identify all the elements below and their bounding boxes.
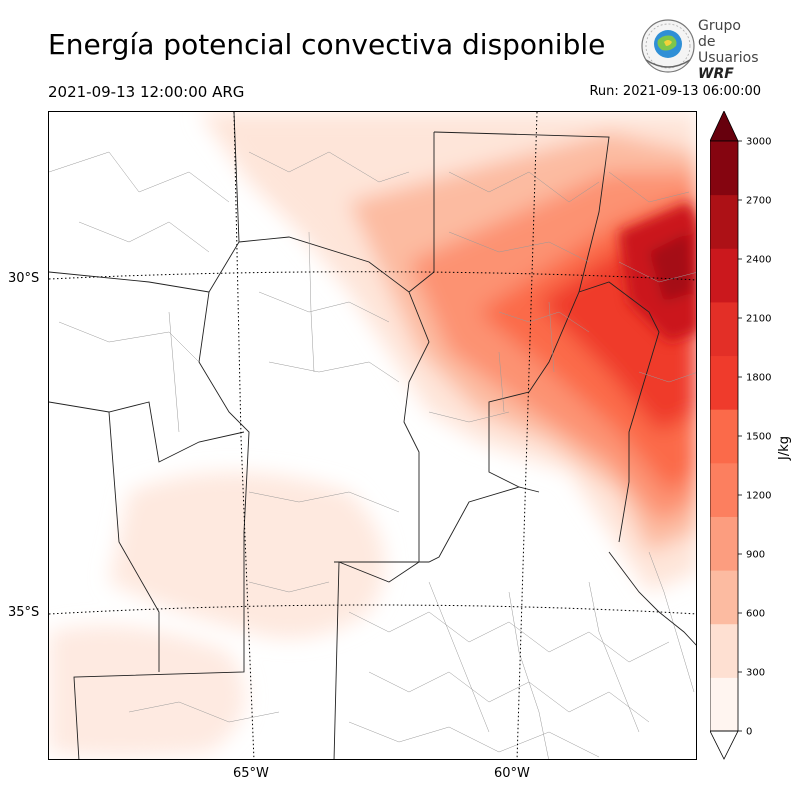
colorbar-tick-label: 2100 — [746, 314, 771, 325]
colorbar-tick-label: 2700 — [746, 196, 771, 207]
colorbar-segment — [710, 248, 738, 303]
province-borders — [49, 112, 660, 759]
logo-line-2: Usuarios — [698, 50, 759, 66]
wrf-logo: Grupo de Usuarios WRF — [638, 16, 759, 82]
globe-logo-icon — [641, 19, 695, 73]
colorbar-tick-label: 1500 — [746, 432, 771, 443]
colorbar-segment — [710, 677, 738, 732]
colorbar-segment — [710, 623, 738, 678]
map-canvas — [49, 112, 696, 759]
cape-band-southwest — [49, 625, 245, 757]
colorbar-segment — [710, 516, 738, 571]
colorbar: 0 300 600 900 1200 1500 1800 2100 2400 2700 3000 J/… — [709, 110, 800, 761]
lat-label-35s: 35°S — [8, 605, 40, 620]
colorbar-graphic: 0 300 600 900 1200 1500 1800 2100 2400 2700 3000 J/… — [709, 110, 792, 760]
colorbar-over-extension — [709, 110, 739, 142]
cape-map — [48, 111, 697, 760]
graticule — [49, 112, 696, 759]
colorbar-tick-label: 1800 — [746, 373, 771, 384]
run-time: Run: 2021-09-13 06:00:00 — [589, 84, 761, 99]
colorbar-tick-label: 2400 — [746, 255, 771, 266]
colorbar-tick-label: 0 — [746, 727, 752, 738]
colorbar-segment — [710, 194, 738, 249]
logo-line-3: WRF — [698, 66, 734, 82]
colorbar-segment — [710, 570, 738, 625]
colorbar-segment — [710, 462, 738, 517]
colorbar-tick-label: 3000 — [746, 137, 771, 148]
colorbar-segment — [710, 355, 738, 410]
coastline — [608, 551, 696, 646]
colorbar-under-extension — [709, 730, 739, 760]
lon-label-65w: 65°W — [233, 766, 269, 781]
colorbar-segment — [710, 141, 738, 196]
colorbar-unit-label: J/kg — [777, 436, 792, 461]
colorbar-tick-label: 1200 — [746, 491, 771, 502]
colorbar-tick-label: 300 — [746, 668, 765, 679]
lat-label-30s: 30°S — [8, 271, 40, 286]
page-title: Energía potencial convectiva disponible — [48, 28, 606, 61]
valid-time: 2021-09-13 12:00:00 ARG — [48, 83, 245, 101]
cape-field — [49, 112, 696, 757]
cape-band-west — [109, 472, 385, 639]
lon-label-60w: 60°W — [494, 766, 530, 781]
colorbar-tick-label: 900 — [746, 550, 765, 561]
colorbar-segment — [710, 301, 738, 357]
colorbar-tick-label: 600 — [746, 609, 765, 620]
colorbar-segment — [710, 409, 738, 464]
department-borders — [49, 151, 696, 759]
cape-band-2400-2700 — [649, 232, 694, 302]
logo-line-1: Grupo de — [698, 18, 741, 50]
